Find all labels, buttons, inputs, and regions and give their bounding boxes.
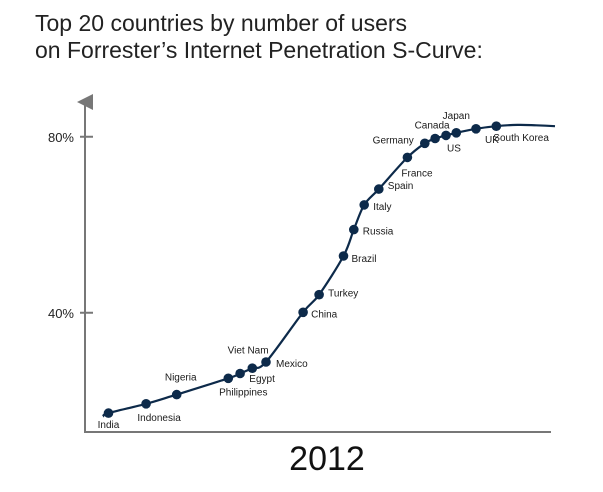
- data-point-marker: [247, 363, 258, 374]
- data-point-india: India: [98, 408, 120, 431]
- chart-title-line-2: on Forrester’s Internet Penetration S-Cu…: [35, 37, 483, 63]
- data-points: India Indonesia Nigeria Philippines Viet Nam…: [98, 111, 550, 431]
- data-point-marker: [298, 307, 308, 318]
- data-point-marker: [420, 138, 430, 149]
- country-label: Philippines: [219, 387, 267, 398]
- data-point-marker: [451, 128, 462, 138]
- data-point-uk: UK: [471, 124, 499, 146]
- country-label: Turkey: [328, 289, 358, 300]
- y-tick-label: 80%: [48, 130, 74, 145]
- data-point-brazil: Brazil: [338, 251, 377, 265]
- data-point-japan: Japan: [443, 111, 470, 138]
- country-label: US: [447, 143, 461, 154]
- data-point-italy: Italy: [359, 200, 392, 213]
- data-point-marker: [338, 251, 349, 261]
- data-point-viet-nam: Viet Nam: [228, 346, 269, 379]
- data-point-marker: [314, 289, 324, 300]
- data-point-marker: [349, 224, 359, 235]
- data-point-russia: Russia: [349, 224, 394, 238]
- data-point-south-korea: South Korea: [491, 121, 549, 144]
- data-point-marker: [141, 399, 151, 409]
- country-label: China: [311, 309, 338, 320]
- data-point-marker: [171, 389, 182, 400]
- country-label: Egypt: [249, 374, 275, 385]
- country-label: India: [98, 420, 120, 431]
- country-label: France: [401, 168, 433, 179]
- y-tick-label: 40%: [48, 306, 74, 321]
- data-point-marker: [103, 408, 114, 418]
- y-ticks: 40% 80%: [48, 130, 93, 321]
- country-label: Russia: [363, 227, 394, 238]
- chart-title: Top 20 countries by number of users on F…: [35, 10, 595, 64]
- country-label: UK: [485, 135, 499, 146]
- country-label: South Korea: [493, 133, 549, 144]
- data-point-marker: [430, 133, 440, 144]
- data-point-indonesia: Indonesia: [137, 399, 181, 424]
- data-point-turkey: Turkey: [314, 289, 358, 300]
- chart-title-line-1: Top 20 countries by number of users: [35, 10, 408, 36]
- data-point-germany: Germany: [373, 135, 430, 149]
- country-label: Germany: [373, 135, 414, 146]
- data-point-china: China: [298, 307, 338, 320]
- country-label: Viet Nam: [228, 346, 269, 357]
- data-point-marker: [235, 368, 245, 379]
- country-label: Japan: [443, 111, 470, 122]
- data-point-marker: [374, 184, 384, 194]
- country-label: Nigeria: [165, 373, 197, 384]
- country-label: Indonesia: [137, 413, 181, 424]
- data-point-marker: [441, 130, 451, 141]
- data-point-marker: [223, 373, 234, 384]
- data-point-mexico: Mexico: [261, 357, 308, 370]
- data-point-marker: [402, 152, 413, 163]
- country-label: Mexico: [276, 359, 308, 370]
- data-point-us: US: [441, 130, 461, 154]
- data-point-egypt: Egypt: [247, 363, 275, 385]
- x-axis-label: 2012: [289, 440, 365, 478]
- data-point-france: France: [401, 152, 433, 179]
- data-point-nigeria: Nigeria: [165, 373, 197, 400]
- country-label: Brazil: [352, 254, 377, 265]
- data-point-philippines: Philippines: [219, 373, 267, 398]
- data-point-marker: [261, 357, 271, 367]
- data-point-canada: Canada: [415, 121, 450, 144]
- country-label: Canada: [415, 121, 450, 132]
- data-point-marker: [491, 121, 502, 131]
- country-label: Spain: [388, 181, 414, 192]
- data-point-marker: [359, 200, 370, 210]
- country-label: Italy: [373, 202, 391, 213]
- data-point-marker: [471, 124, 481, 134]
- data-point-spain: Spain: [374, 181, 413, 194]
